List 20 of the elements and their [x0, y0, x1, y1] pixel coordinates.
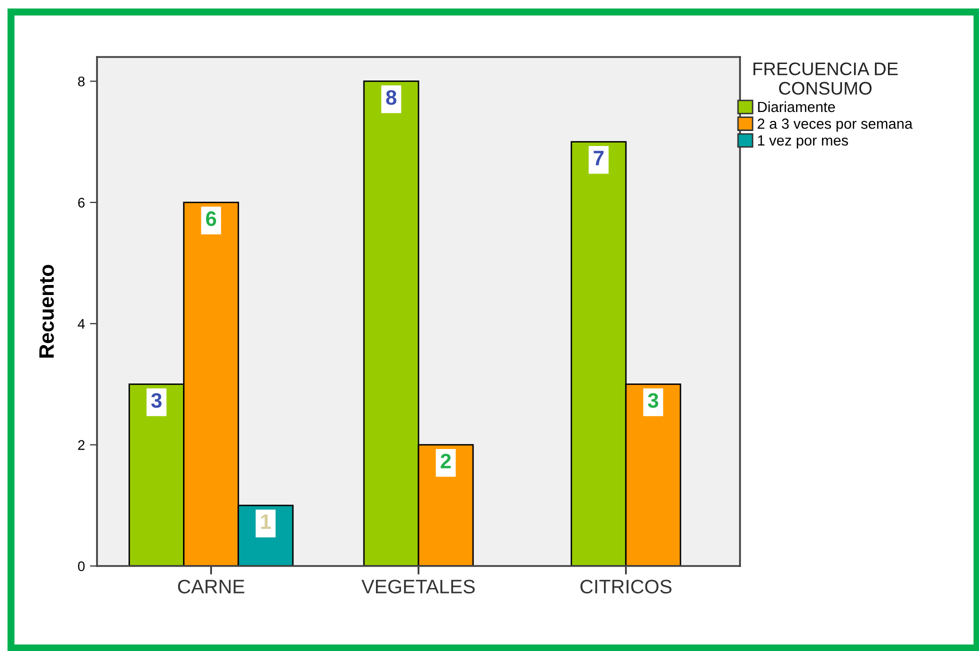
x-tick-label: CARNE — [178, 580, 244, 594]
data-label: 2 — [440, 454, 451, 468]
y-tick-label: 8 — [78, 76, 85, 86]
x-tick-label: VEGETALES — [361, 580, 475, 594]
legend-label: 2 a 3 veces por semana — [758, 118, 913, 132]
legend-label: Diariamente — [758, 101, 835, 112]
data-label: 8 — [386, 90, 396, 105]
data-label: 7 — [594, 150, 604, 166]
data-label: 6 — [206, 211, 216, 226]
y-tick-label: 6 — [78, 198, 85, 208]
y-axis-title: Recuento — [39, 264, 54, 358]
data-label: 1 — [261, 514, 271, 529]
data-label: 3 — [648, 393, 658, 408]
x-tick-label: CITRICOS — [580, 580, 672, 594]
legend-label: 1 vez por mes — [758, 135, 848, 148]
y-tick-label: 4 — [78, 319, 85, 329]
y-tick-label: 2 — [78, 440, 84, 450]
data-label: 3 — [151, 393, 162, 408]
legend-title: FRECUENCIA DE CONSUMO — [754, 62, 898, 95]
y-tick-label: 0 — [78, 561, 85, 572]
